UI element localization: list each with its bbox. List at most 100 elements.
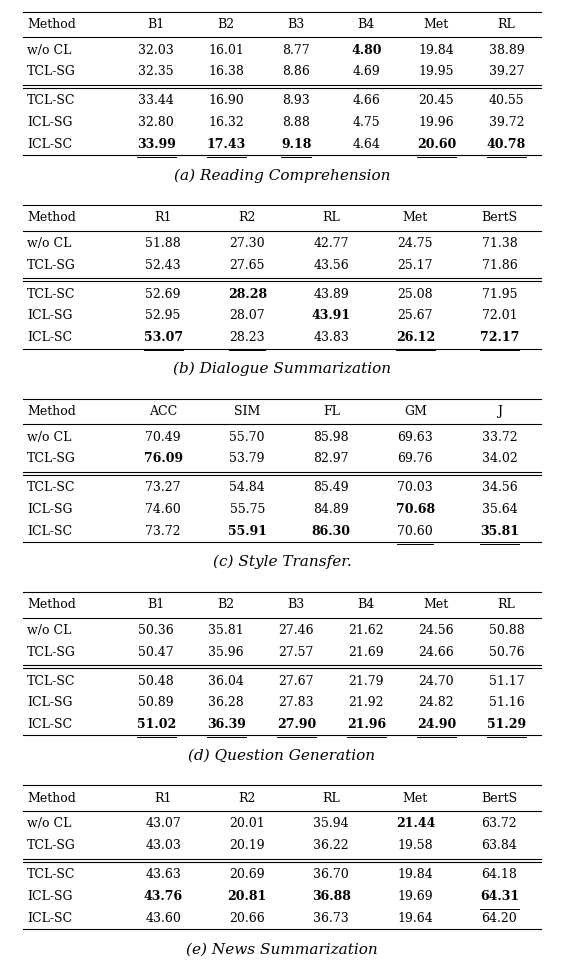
Text: R1: R1 [155,212,172,225]
Text: 19.96: 19.96 [418,116,454,129]
Text: FL: FL [323,405,340,418]
Text: SIM: SIM [234,405,261,418]
Text: ICL-SC: ICL-SC [27,912,72,924]
Text: 54.84: 54.84 [230,481,265,494]
Text: 21.44: 21.44 [396,817,435,830]
Text: ICL-SG: ICL-SG [27,696,73,710]
Text: 19.58: 19.58 [398,839,433,852]
Text: 24.90: 24.90 [417,718,456,731]
Text: 43.89: 43.89 [314,288,349,300]
Text: TCL-SG: TCL-SG [27,645,76,659]
Text: 63.72: 63.72 [482,817,517,830]
Text: (b) Dialogue Summarization: (b) Dialogue Summarization [173,362,391,376]
Text: 35.81: 35.81 [208,624,244,637]
Text: 20.60: 20.60 [417,138,456,151]
Text: GM: GM [404,405,427,418]
Text: B4: B4 [358,18,375,31]
Text: Method: Method [27,18,76,31]
Text: 43.63: 43.63 [146,868,181,882]
Text: Method: Method [27,599,76,611]
Text: BertS: BertS [481,792,518,805]
Text: 36.22: 36.22 [314,839,349,852]
Text: 36.39: 36.39 [207,718,246,731]
Text: 28.23: 28.23 [230,331,265,344]
Text: 8.93: 8.93 [283,94,310,107]
Text: B2: B2 [218,18,235,31]
Text: 51.88: 51.88 [146,237,181,250]
Text: B1: B1 [148,599,165,611]
Text: 70.68: 70.68 [396,503,435,516]
Text: w/o CL: w/o CL [27,431,72,443]
Text: (c) Style Transfer.: (c) Style Transfer. [213,555,351,570]
Text: 52.43: 52.43 [146,259,181,272]
Text: 43.91: 43.91 [312,309,351,323]
Text: 16.32: 16.32 [208,116,244,129]
Text: RL: RL [323,792,340,805]
Text: 40.78: 40.78 [487,138,526,151]
Text: 43.56: 43.56 [314,259,349,272]
Text: ICL-SG: ICL-SG [27,503,73,516]
Text: 20.81: 20.81 [228,890,267,903]
Text: 55.75: 55.75 [230,503,265,516]
Text: 20.45: 20.45 [418,94,454,107]
Text: 21.62: 21.62 [349,624,384,637]
Text: 4.66: 4.66 [352,94,380,107]
Text: B4: B4 [358,599,375,611]
Text: 28.07: 28.07 [230,309,265,323]
Text: 70.03: 70.03 [398,481,433,494]
Text: 27.67: 27.67 [279,675,314,688]
Text: 27.30: 27.30 [230,237,265,250]
Text: 43.03: 43.03 [146,839,181,852]
Text: RL: RL [497,599,515,611]
Text: 86.30: 86.30 [312,525,351,538]
Text: 43.60: 43.60 [146,912,181,924]
Text: 16.90: 16.90 [208,94,244,107]
Text: w/o CL: w/o CL [27,44,72,56]
Text: ICL-SC: ICL-SC [27,718,72,731]
Text: 84.89: 84.89 [314,503,349,516]
Text: TCL-SC: TCL-SC [27,94,76,107]
Text: 33.99: 33.99 [136,138,175,151]
Text: 32.80: 32.80 [138,116,174,129]
Text: 50.89: 50.89 [138,696,174,710]
Text: R2: R2 [239,212,256,225]
Text: 25.67: 25.67 [398,309,433,323]
Text: 34.56: 34.56 [482,481,517,494]
Text: 36.88: 36.88 [312,890,351,903]
Text: Method: Method [27,405,76,418]
Text: (a) Reading Comprehension: (a) Reading Comprehension [174,168,390,183]
Text: 53.79: 53.79 [230,452,265,466]
Text: ICL-SG: ICL-SG [27,309,73,323]
Text: 36.04: 36.04 [208,675,244,688]
Text: 50.47: 50.47 [138,645,174,659]
Text: 24.70: 24.70 [418,675,454,688]
Text: 73.27: 73.27 [146,481,181,494]
Text: 55.91: 55.91 [228,525,267,538]
Text: 35.94: 35.94 [314,817,349,830]
Text: 19.95: 19.95 [418,65,454,79]
Text: 52.95: 52.95 [146,309,181,323]
Text: 19.64: 19.64 [398,912,433,924]
Text: 76.09: 76.09 [144,452,183,466]
Text: 19.69: 19.69 [398,890,433,903]
Text: RL: RL [497,18,515,31]
Text: 39.27: 39.27 [488,65,524,79]
Text: 9.18: 9.18 [281,138,311,151]
Text: Met: Met [424,18,449,31]
Text: 20.66: 20.66 [230,912,265,924]
Text: 20.19: 20.19 [230,839,265,852]
Text: B1: B1 [148,18,165,31]
Text: TCL-SG: TCL-SG [27,839,76,852]
Text: 72.01: 72.01 [482,309,517,323]
Text: 28.28: 28.28 [228,288,267,300]
Text: J: J [497,405,502,418]
Text: 43.83: 43.83 [314,331,349,344]
Text: 71.95: 71.95 [482,288,517,300]
Text: 8.88: 8.88 [283,116,310,129]
Text: 16.01: 16.01 [208,44,244,56]
Text: 21.79: 21.79 [349,675,384,688]
Text: 71.86: 71.86 [482,259,517,272]
Text: 42.77: 42.77 [314,237,349,250]
Text: 25.17: 25.17 [398,259,433,272]
Text: 36.73: 36.73 [314,912,349,924]
